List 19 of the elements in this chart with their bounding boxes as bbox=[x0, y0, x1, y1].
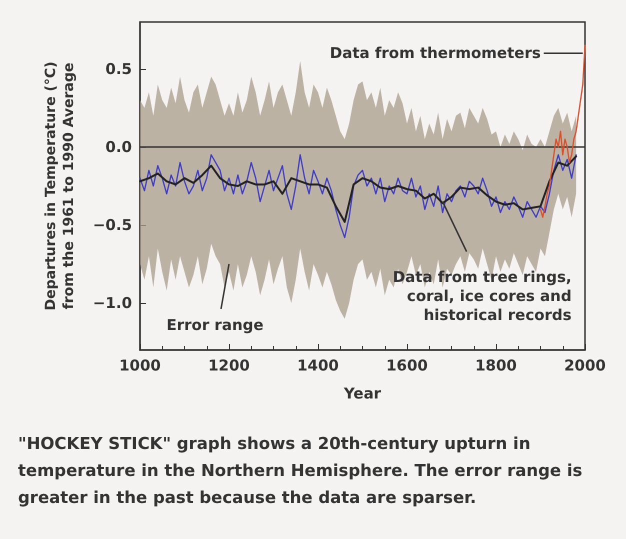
x-tick-label: 1600 bbox=[386, 356, 428, 374]
x-tick-label: 1400 bbox=[297, 356, 339, 374]
x-tick-label: 2000 bbox=[564, 356, 606, 374]
line-series bbox=[139, 155, 578, 223]
y-tick-label: −0.5 bbox=[92, 216, 132, 234]
x-axis-title: Year bbox=[342, 384, 382, 402]
y-tick-label: 0.0 bbox=[105, 138, 132, 156]
annotation: Error range bbox=[166, 316, 264, 334]
annotation: Data from thermometers bbox=[330, 44, 541, 62]
x-tick-label: 1000 bbox=[119, 356, 161, 374]
text: "HOCKEY STICK" graph shows a 20th-century upturn in temperature in the Northern Hemisphere. The error range is greater in the past because the data are sparser. bbox=[18, 434, 588, 507]
annotation: Data from tree rings, coral, ice cores and historical records bbox=[392, 268, 572, 324]
y-tick-label: −1.0 bbox=[92, 294, 132, 312]
x-tick-label: 1800 bbox=[475, 356, 517, 374]
line-series bbox=[139, 154, 577, 238]
line-series bbox=[540, 44, 586, 218]
y-axis-title: Departures in Temperature (°C) from the 1961 to 1990 Average bbox=[43, 61, 77, 311]
x-tick-label: 1200 bbox=[208, 356, 250, 374]
y-tick-label: 0.5 bbox=[105, 60, 132, 78]
